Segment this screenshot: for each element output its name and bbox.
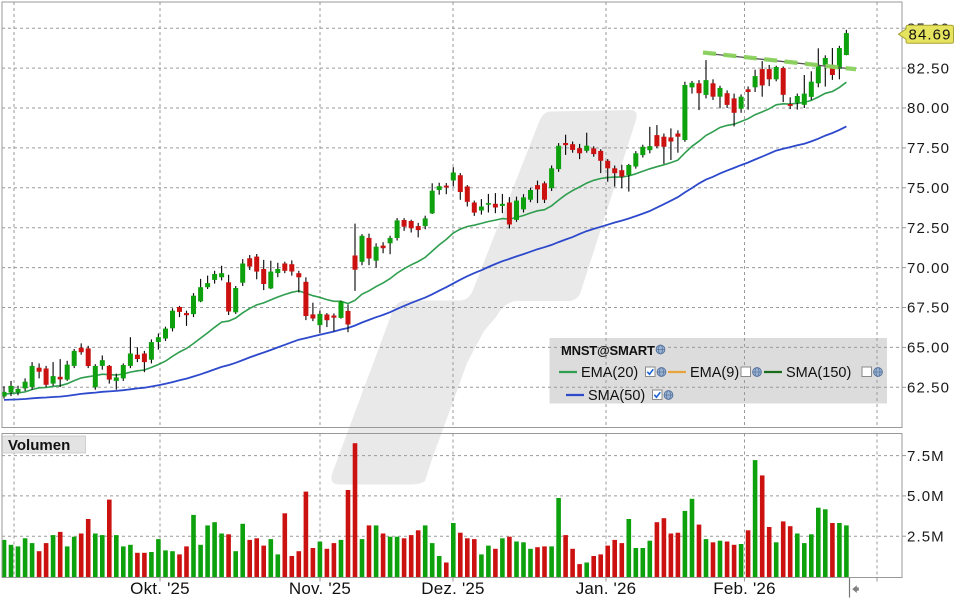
svg-text:84.69: 84.69 [909, 27, 952, 44]
svg-text:2.5M: 2.5M [907, 528, 945, 545]
svg-text:Dez. '25: Dez. '25 [421, 579, 484, 598]
svg-text:SMA(150): SMA(150) [786, 365, 851, 381]
svg-text:82.50: 82.50 [907, 60, 950, 77]
svg-text:70.00: 70.00 [907, 260, 950, 277]
svg-text:Nov. '25: Nov. '25 [289, 579, 351, 598]
svg-text:77.50: 77.50 [907, 140, 950, 157]
svg-text:MNST@SMART: MNST@SMART [561, 343, 655, 358]
svg-text:75.00: 75.00 [907, 180, 950, 197]
svg-text:SMA(50): SMA(50) [588, 388, 645, 404]
svg-text:72.50: 72.50 [907, 220, 950, 237]
svg-text:67.50: 67.50 [907, 300, 950, 317]
svg-text:7.5M: 7.5M [907, 448, 945, 465]
svg-text:EMA(20): EMA(20) [581, 365, 638, 381]
svg-text:Jan. '26: Jan. '26 [576, 579, 637, 598]
svg-text:EMA(9): EMA(9) [690, 365, 739, 381]
svg-text:65.00: 65.00 [907, 340, 950, 357]
svg-text:Volumen: Volumen [8, 437, 70, 454]
svg-text:Okt. '25: Okt. '25 [130, 579, 190, 598]
svg-text:5.0M: 5.0M [907, 488, 945, 505]
svg-text:Feb. '26: Feb. '26 [713, 579, 776, 598]
svg-text:62.50: 62.50 [907, 380, 950, 397]
svg-text:80.00: 80.00 [907, 100, 950, 117]
